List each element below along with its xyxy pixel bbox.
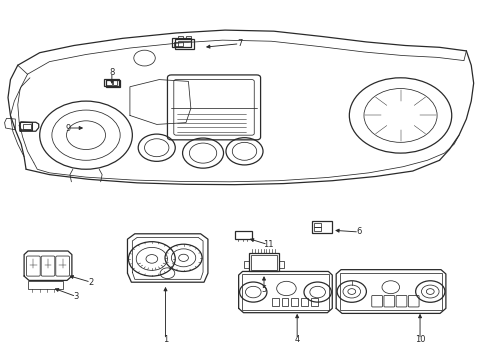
Bar xyxy=(314,227,321,231)
Bar xyxy=(22,124,31,130)
Bar xyxy=(244,261,249,268)
Bar xyxy=(271,298,278,306)
Text: 11: 11 xyxy=(262,240,273,249)
Text: 1: 1 xyxy=(163,335,168,344)
Bar xyxy=(175,40,193,49)
Bar xyxy=(311,221,331,233)
Bar xyxy=(249,253,278,271)
Bar xyxy=(174,42,183,46)
Bar xyxy=(241,274,329,310)
Bar xyxy=(178,36,183,40)
Bar xyxy=(19,122,32,130)
Bar xyxy=(172,39,190,47)
Bar xyxy=(251,255,276,270)
Bar xyxy=(104,79,119,86)
Bar xyxy=(301,298,307,306)
Text: 5: 5 xyxy=(261,285,266,294)
Bar xyxy=(234,231,251,239)
Bar xyxy=(310,298,317,306)
Text: 2: 2 xyxy=(88,278,93,287)
Text: 9: 9 xyxy=(65,123,70,132)
Text: 10: 10 xyxy=(414,335,425,344)
Bar xyxy=(281,298,288,306)
Bar xyxy=(113,80,117,85)
Bar xyxy=(105,80,120,87)
Bar xyxy=(178,41,190,47)
Bar xyxy=(27,282,62,289)
Text: 8: 8 xyxy=(109,68,114,77)
Text: 7: 7 xyxy=(237,39,242,48)
Text: 4: 4 xyxy=(294,335,299,344)
Bar xyxy=(339,273,442,310)
Bar xyxy=(291,298,298,306)
Bar xyxy=(185,36,190,40)
Bar xyxy=(106,80,112,85)
Text: 6: 6 xyxy=(356,228,361,237)
Bar xyxy=(314,223,321,226)
Text: 3: 3 xyxy=(73,292,79,301)
Bar xyxy=(278,261,283,268)
